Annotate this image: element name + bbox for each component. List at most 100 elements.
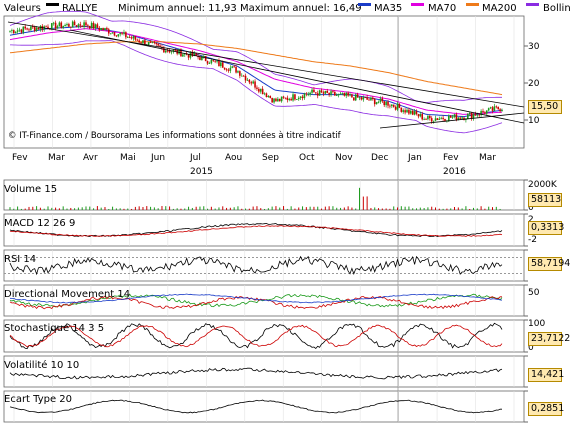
price-candle-body — [140, 42, 142, 44]
price-candle-body — [83, 22, 85, 27]
dm-title: Directional Movement 14 — [4, 289, 131, 300]
price-candle-body — [16, 30, 19, 32]
price-candle-body — [199, 57, 201, 61]
price-candle-body — [138, 40, 140, 43]
ma70-label: MA70 — [428, 3, 457, 14]
stoch-title: Stochastique 14 3 5 — [4, 323, 105, 334]
price-candle-body — [463, 117, 465, 120]
price-candle-body — [484, 112, 486, 114]
price-candle-body — [87, 25, 89, 27]
ma35-label: MA35 — [374, 3, 403, 14]
price-candle-body — [54, 22, 57, 29]
chart-legend: Valeurs RALLYE Minimum annuel: 11,93 Max… — [0, 0, 570, 16]
price-candle-body — [324, 90, 327, 94]
ma70-swatch — [411, 3, 424, 6]
price-candle-body — [182, 54, 184, 57]
price-candle-body — [191, 51, 194, 56]
price-candle-body — [442, 117, 444, 120]
price-candle-body — [334, 92, 336, 96]
price-candle-body — [75, 25, 78, 27]
price-candle-body — [144, 40, 146, 46]
price-candle-body — [33, 27, 36, 31]
price-candle-body — [455, 114, 458, 120]
price-candle-body — [474, 114, 477, 116]
month-label: Fev — [443, 153, 459, 163]
macd-value-box: 0,3313 — [528, 221, 564, 235]
price-candle-body — [356, 94, 359, 98]
stoch-d — [9, 324, 503, 348]
price-candle-body — [372, 97, 374, 100]
price-candle-body — [47, 26, 49, 29]
price-candle-body — [68, 24, 70, 27]
price-candle-body — [153, 41, 156, 43]
price-candle-body — [62, 26, 64, 28]
price-candle-body — [448, 115, 450, 121]
price-candle-body — [303, 93, 306, 99]
price-candle-body — [288, 98, 291, 100]
price-candle-body — [394, 106, 397, 110]
trendline-upper — [7, 21, 525, 108]
price-candle-body — [254, 81, 256, 88]
price-candle-body — [335, 95, 338, 97]
price-candle-body — [358, 97, 361, 99]
price-candle-body — [339, 93, 342, 95]
price-candle-body — [434, 118, 437, 121]
volatility-title: Volatilité 10 10 — [4, 360, 80, 371]
volume-tick-zero: 0 — [528, 203, 534, 213]
price-candle-body — [218, 60, 220, 66]
price-candle-body — [208, 63, 211, 65]
price-panel-frame — [3, 15, 525, 149]
price-candle-body — [313, 89, 315, 93]
price-candle-body — [157, 44, 159, 46]
rsi-value-box: 58,7194 — [528, 257, 570, 271]
price-candle-body — [14, 31, 17, 34]
price-candle-body — [497, 106, 500, 110]
month-label: Mai — [120, 153, 136, 163]
price-candle-body — [26, 28, 28, 30]
price-candle-body — [351, 94, 353, 98]
stoch-tick-0: 0 — [528, 343, 534, 353]
price-candle-body — [220, 62, 222, 66]
price-candle-body — [467, 114, 469, 119]
volume-value-box: 58113 — [528, 193, 562, 207]
price-candle-body — [438, 118, 441, 120]
price-candle-body — [58, 22, 61, 27]
price-candle-body — [149, 42, 152, 43]
volatility-value-box: 14,421 — [528, 368, 564, 382]
price-tick-30: 30 — [528, 42, 540, 52]
price-candle-body — [427, 115, 429, 120]
month-label: Nov — [335, 153, 353, 163]
price-candle-body — [436, 118, 439, 120]
price-candle-body — [294, 94, 296, 100]
stoch-k — [9, 322, 503, 350]
price-candle-body — [168, 50, 171, 53]
price-candle-body — [109, 33, 112, 35]
price-candle-body — [457, 117, 460, 120]
price-candle-body — [163, 48, 165, 53]
price-candle-body — [88, 25, 91, 29]
price-candle-body — [408, 109, 410, 114]
month-label: Sep — [262, 153, 279, 163]
price-candle-body — [85, 22, 87, 26]
price-candle-body — [261, 88, 264, 95]
price-candle-body — [404, 110, 406, 113]
volatility-line — [9, 367, 503, 380]
price-candle-body — [459, 117, 462, 119]
price-candle-body — [121, 32, 123, 34]
price-candle-body — [92, 22, 95, 29]
price-candle-body — [178, 49, 180, 54]
price-candle-body — [354, 94, 357, 101]
price-candle-body — [328, 92, 330, 95]
price-candle-body — [470, 112, 473, 119]
price-candle-body — [107, 29, 110, 34]
price-candle-body — [77, 24, 80, 27]
price-candle-body — [392, 104, 395, 107]
price-candle-body — [489, 107, 492, 109]
stoch-tick-100: 100 — [528, 319, 546, 329]
month-label: Avr — [83, 153, 98, 163]
price-candle-body — [11, 30, 13, 31]
price-candle-body — [24, 26, 26, 29]
ecart-type-line — [9, 399, 502, 414]
price-candle-body — [284, 97, 287, 99]
